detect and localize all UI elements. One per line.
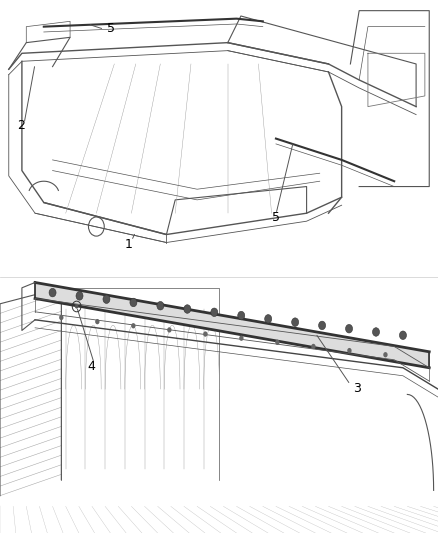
Circle shape [59, 315, 64, 320]
Circle shape [49, 288, 56, 297]
Circle shape [311, 344, 316, 349]
Circle shape [157, 302, 164, 310]
Circle shape [275, 340, 279, 345]
Circle shape [372, 328, 379, 336]
Circle shape [292, 318, 299, 326]
Text: 2: 2 [17, 119, 25, 132]
Text: 1: 1 [125, 238, 133, 251]
Circle shape [399, 331, 406, 340]
Circle shape [103, 295, 110, 303]
Circle shape [130, 298, 137, 306]
Polygon shape [35, 282, 429, 368]
Text: 5: 5 [272, 211, 279, 224]
Text: 5: 5 [107, 22, 115, 35]
Circle shape [318, 321, 325, 330]
Circle shape [203, 332, 208, 337]
Text: 4: 4 [88, 360, 95, 374]
Circle shape [346, 325, 353, 333]
Circle shape [76, 292, 83, 300]
Circle shape [184, 305, 191, 313]
Circle shape [75, 304, 78, 309]
Circle shape [265, 314, 272, 323]
Circle shape [347, 348, 352, 353]
Circle shape [239, 335, 244, 341]
Circle shape [95, 319, 99, 324]
Circle shape [211, 308, 218, 317]
Circle shape [131, 323, 135, 328]
Circle shape [383, 352, 388, 358]
Circle shape [238, 311, 245, 320]
Circle shape [167, 327, 172, 333]
Text: 3: 3 [353, 382, 360, 395]
